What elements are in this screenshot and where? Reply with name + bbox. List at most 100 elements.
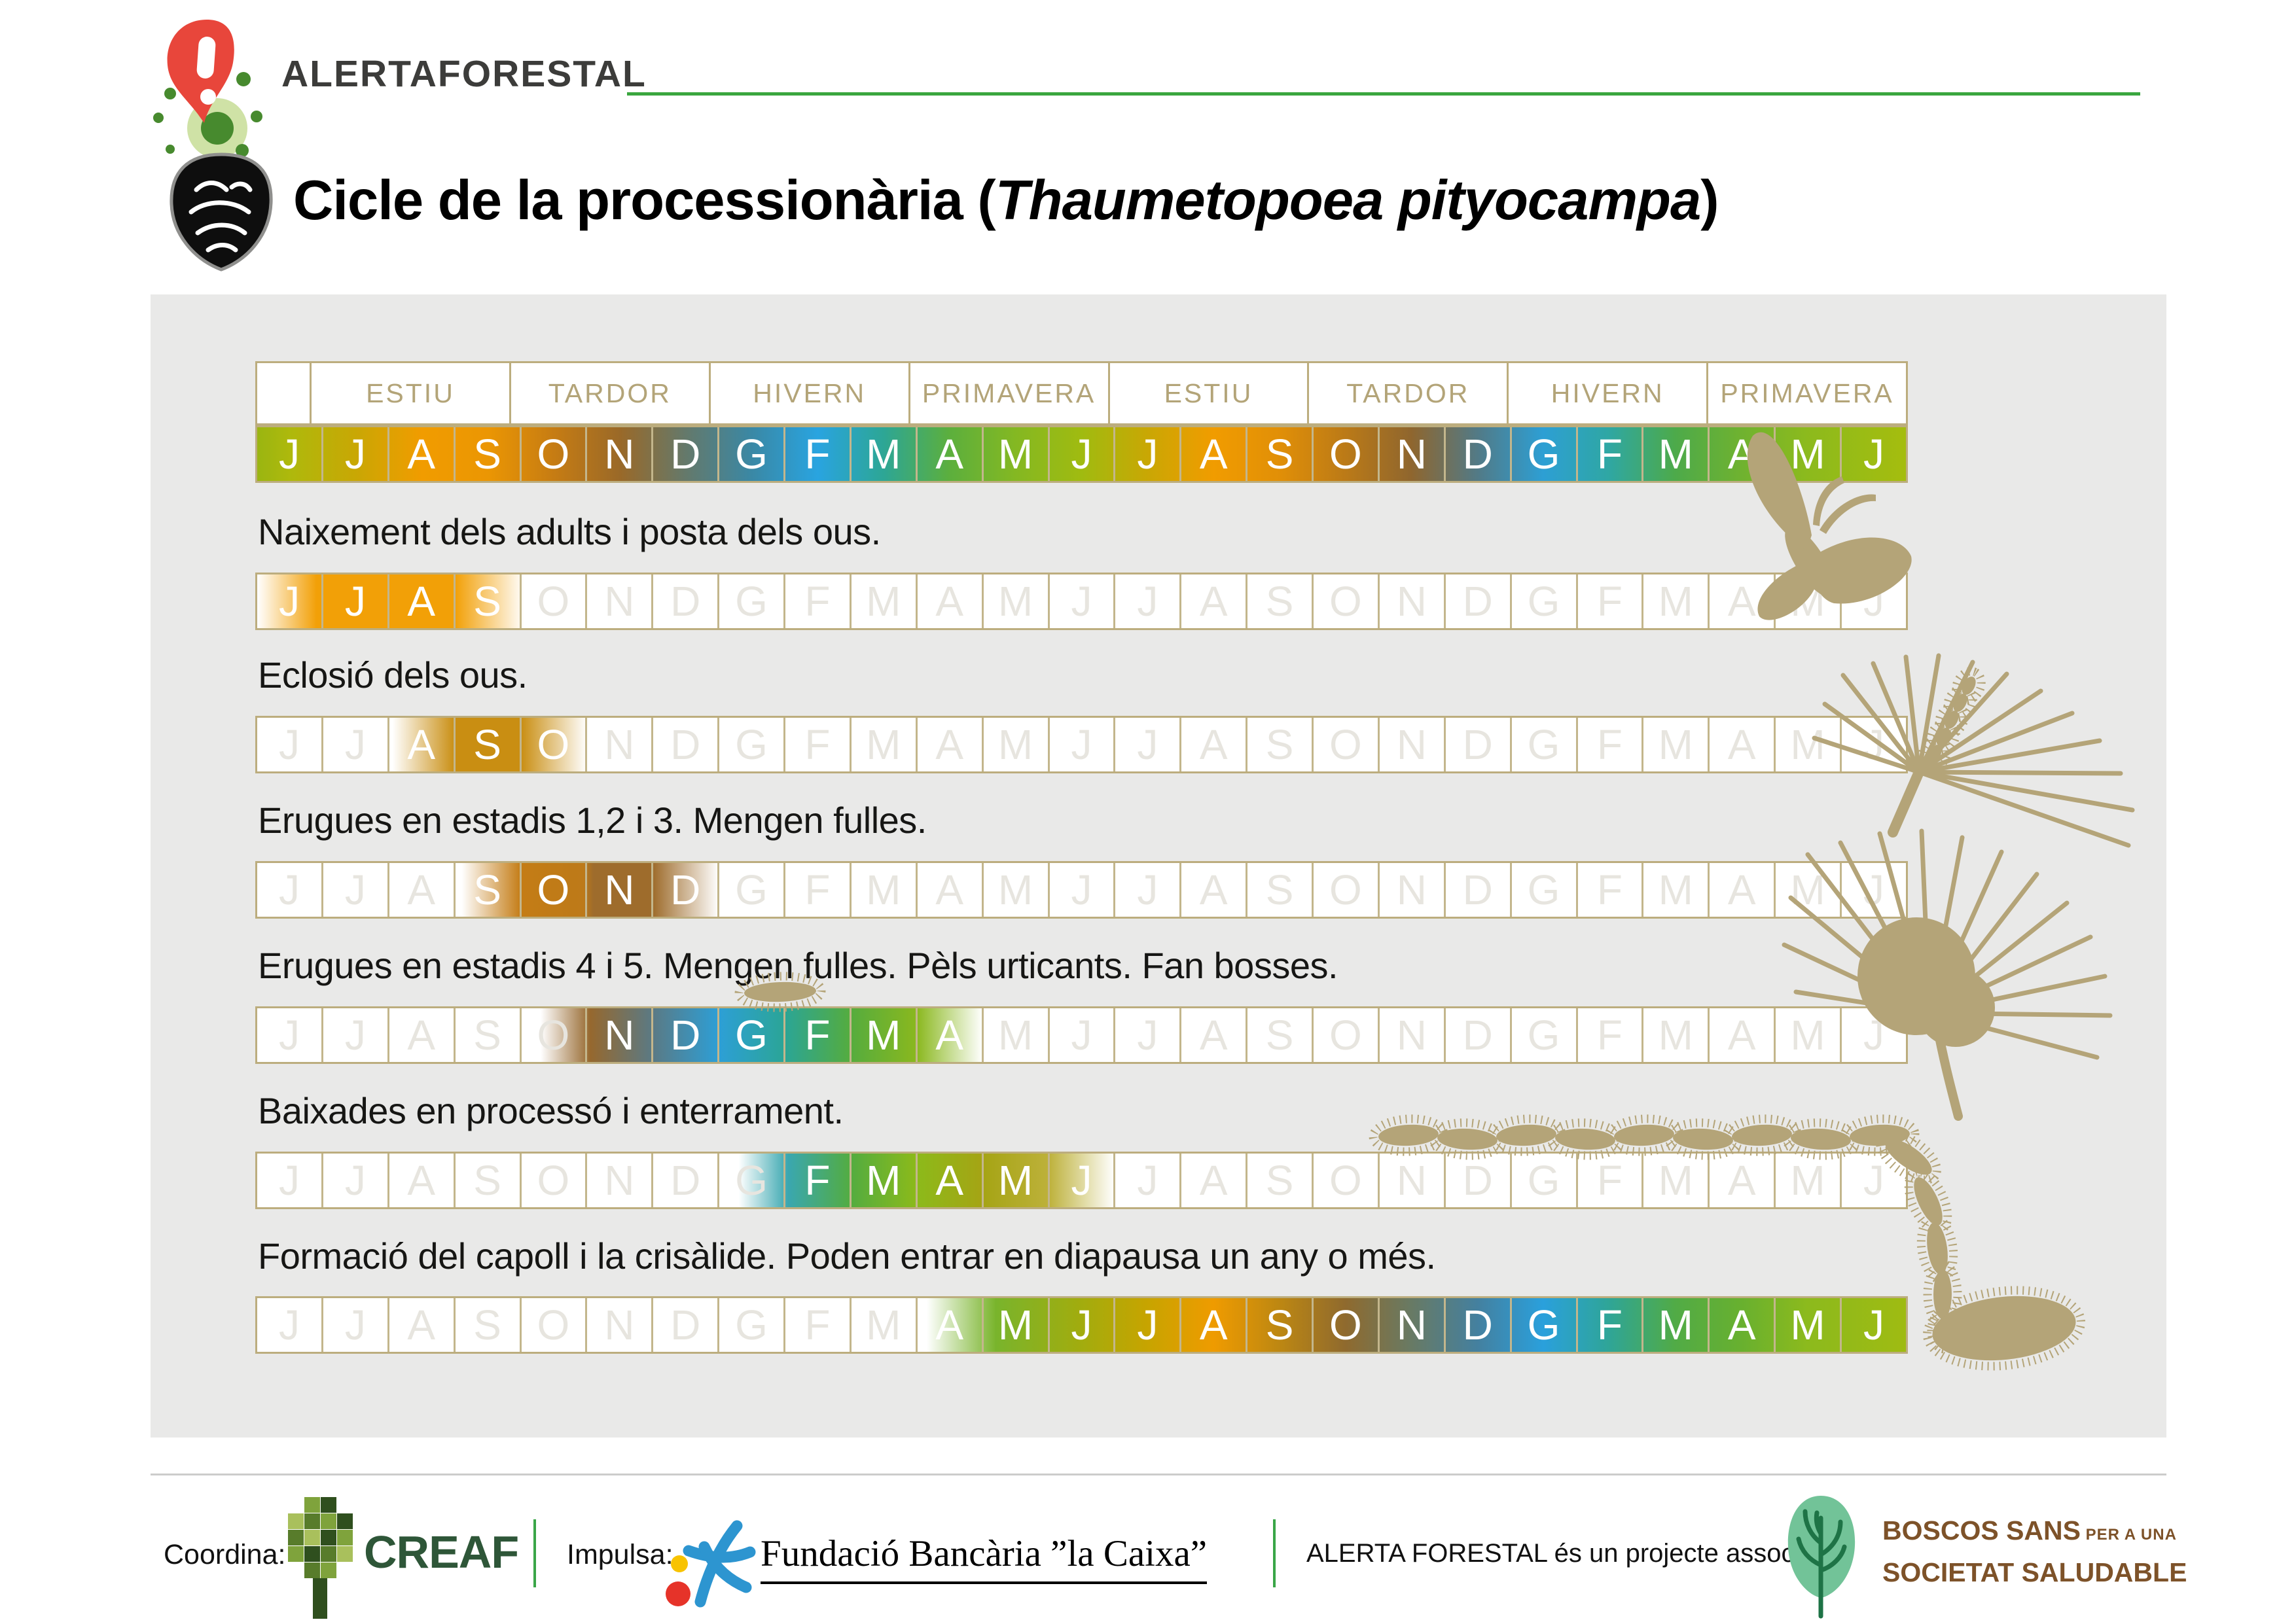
month-cell: D	[653, 718, 720, 771]
creaf-name: CREAF	[364, 1527, 519, 1578]
month-cell: J	[257, 718, 323, 771]
month-cell: J	[1863, 431, 1884, 478]
month-cell: N	[587, 718, 654, 771]
month-cell: D	[1446, 427, 1512, 481]
month-cell: D	[653, 574, 720, 628]
month-cell: J	[323, 1008, 389, 1062]
month-cell: J	[257, 574, 323, 628]
month-cell: A	[389, 1008, 456, 1062]
month-cell: N	[1380, 718, 1446, 771]
month-cell: F	[1578, 427, 1644, 481]
month-cell: M	[984, 574, 1050, 628]
month-cell: J	[323, 574, 389, 628]
month-cell: A	[1710, 1298, 1776, 1352]
footer-divider-2	[1273, 1519, 1276, 1587]
season-header-row: ESTIU TARDOR HIVERN PRIMAVERA ESTIU TARDOR HIV…	[255, 361, 1908, 425]
month-cell: D	[1446, 718, 1512, 771]
month-cell: A	[918, 427, 984, 481]
month-cell: O	[522, 863, 588, 917]
month-cell: J	[1115, 1008, 1182, 1062]
month-cell: J	[1115, 1298, 1182, 1352]
month-cell: J	[1050, 1154, 1116, 1207]
month-cell: G	[1512, 1298, 1578, 1352]
month-cell: M	[1776, 1154, 1842, 1207]
month-cell: M	[1643, 863, 1710, 917]
month-cell: D	[653, 427, 720, 481]
brand-name: ALERTAFORESTAL	[281, 53, 647, 95]
month-cell: J	[1115, 863, 1182, 917]
month-cell: F	[785, 427, 852, 481]
month-cell: G	[1512, 718, 1578, 771]
month-cell: G	[1512, 863, 1578, 917]
month-cell: G	[1512, 427, 1578, 481]
month-cell: O	[1314, 863, 1380, 917]
month-cell: N	[587, 1154, 654, 1207]
month-cell: M	[852, 427, 918, 481]
month-cell: J	[1050, 863, 1116, 917]
month-cell: M	[984, 718, 1050, 771]
month-cell: J	[1115, 1154, 1182, 1207]
month-cell: N	[1380, 1008, 1446, 1062]
creaf-logo	[288, 1497, 353, 1619]
month-cell: M	[1643, 574, 1710, 628]
month-cell: J	[1863, 1012, 1884, 1059]
month-cell: M	[984, 1298, 1050, 1352]
month-cell: F	[785, 1008, 852, 1062]
row-label-erugues45: Erugues en estadis 4 i 5. Mengen fulles.…	[258, 945, 1338, 986]
boscos-sans-wordmark: BOSCOS SANS PER A UNA SOCIETAT SALUDABLE	[1882, 1513, 2187, 1590]
month-cell: M	[852, 718, 918, 771]
month-cell: S	[1247, 718, 1314, 771]
impulsa-label: Impulsa:	[567, 1539, 673, 1570]
month-cell: M	[1776, 1008, 1842, 1062]
month-cell: A	[1181, 863, 1248, 917]
month-cell: S	[1247, 863, 1314, 917]
month-cell: J	[323, 427, 389, 481]
month-cell: D	[1446, 574, 1512, 628]
month-cell: J	[1115, 574, 1182, 628]
row-label-capoll: Formació del capoll i la crisàlide. Pode…	[258, 1235, 1436, 1277]
month-cell: G	[719, 863, 785, 917]
month-cell: M	[1776, 863, 1842, 917]
month-cell: J	[323, 1298, 389, 1352]
month-cell: J	[1050, 1008, 1116, 1062]
month-cell: A	[1710, 1008, 1776, 1062]
footer-separator	[151, 1474, 2166, 1475]
month-cell: A	[1181, 574, 1248, 628]
month-cell: D	[1446, 1008, 1512, 1062]
month-cell: A	[1181, 427, 1248, 481]
month-cell: A	[1181, 1154, 1248, 1207]
month-cell: O	[522, 1298, 588, 1352]
title-text: Cicle de la processionària (	[293, 169, 996, 232]
month-cell: S	[1247, 1154, 1314, 1207]
month-cell: F	[1578, 1008, 1644, 1062]
month-cell: J	[257, 427, 323, 481]
month-cell: A	[1710, 863, 1776, 917]
month-cell: F	[1578, 1298, 1644, 1352]
month-cell: F	[785, 1154, 852, 1207]
month-cell: O	[1314, 574, 1380, 628]
associat-text: ALERTA FORESTAL és un projecte associat …	[1306, 1539, 1852, 1568]
month-cell: S	[1247, 427, 1314, 481]
month-cell: J	[1863, 1157, 1884, 1204]
month-cell: J	[257, 1008, 323, 1062]
title-scientific-name: Thaumetopoea pityocampa	[995, 169, 1701, 232]
month-cell: G	[719, 1154, 785, 1207]
footer-divider-1	[533, 1519, 536, 1587]
month-cell: M	[1776, 1298, 1842, 1352]
month-cell: M	[852, 1154, 918, 1207]
month-cell: F	[1578, 718, 1644, 771]
boscos-small: PER A UNA	[2081, 1526, 2177, 1544]
month-cell: G	[719, 427, 785, 481]
row-label-baixades: Baixades en processó i enterrament.	[258, 1090, 844, 1131]
month-cell: A	[389, 427, 456, 481]
month-cell: J	[1863, 1301, 1884, 1349]
season-spacer-cell	[257, 363, 312, 423]
month-cell: J	[1863, 721, 1884, 768]
month-cell: A	[1181, 718, 1248, 771]
month-cell: D	[1446, 863, 1512, 917]
